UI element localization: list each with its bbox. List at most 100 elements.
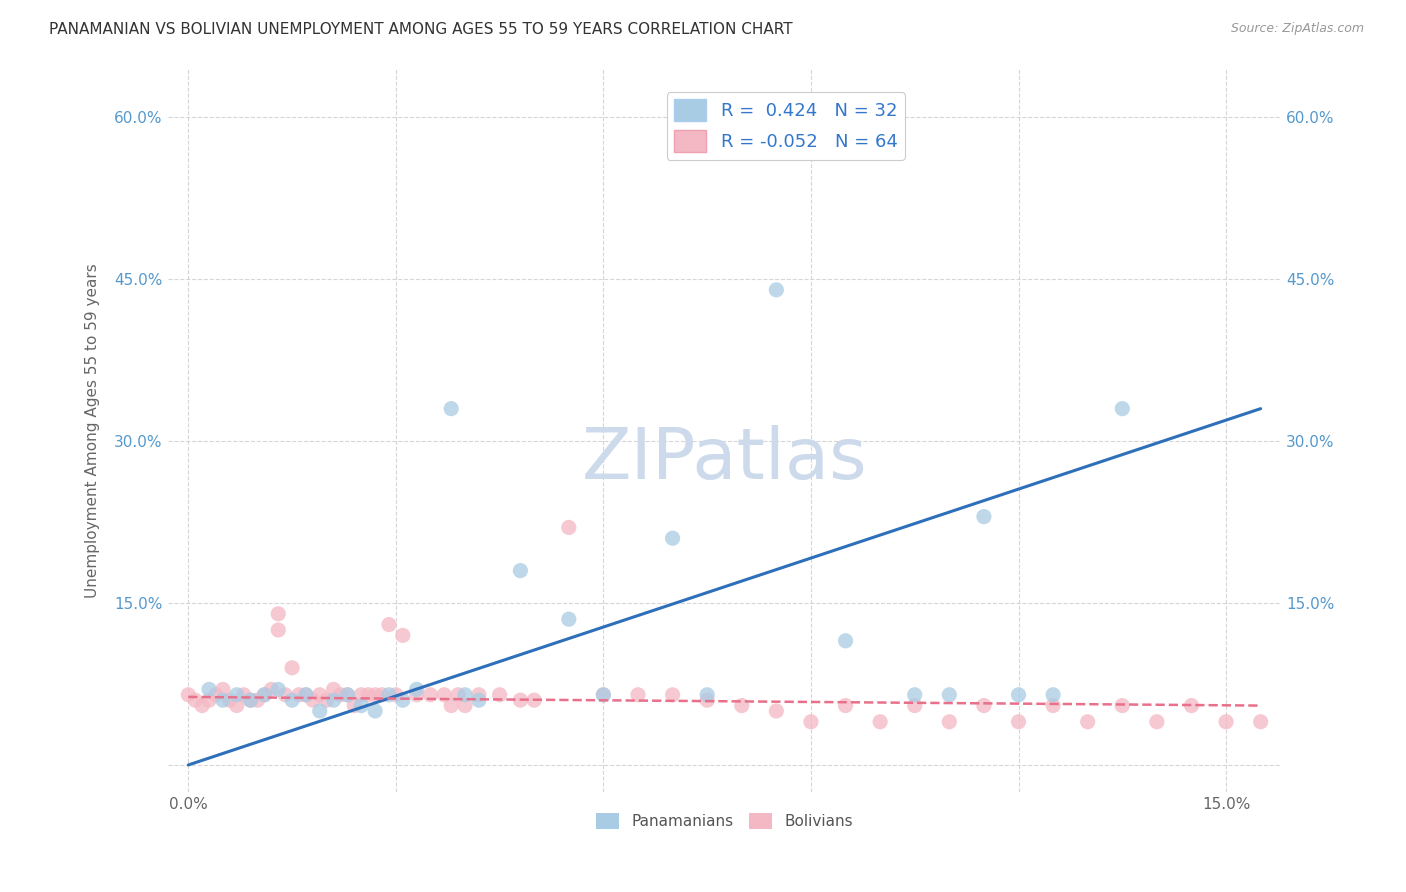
Point [385,688,408,702]
Point [177,688,200,702]
Point [558,612,581,626]
Point [212,682,235,697]
Point [1250,714,1272,729]
Point [419,688,441,702]
Point [1077,714,1099,729]
Point [765,283,787,297]
Point [267,682,290,697]
Point [834,633,856,648]
Point [391,628,413,642]
Point [405,688,427,702]
Point [509,564,531,578]
Point [225,688,247,702]
Point [592,688,614,702]
Point [239,693,262,707]
Point [1111,401,1133,416]
Point [592,688,614,702]
Text: ZIPatlas: ZIPatlas [582,425,868,493]
Point [433,688,456,702]
Point [232,688,254,702]
Point [246,693,269,707]
Point [308,704,330,718]
Point [301,693,323,707]
Point [357,688,380,702]
Point [205,688,228,702]
Point [973,698,995,713]
Point [440,698,463,713]
Point [322,693,344,707]
Legend: Panamanians, Bolivians: Panamanians, Bolivians [591,806,859,835]
Point [343,698,366,713]
Point [869,714,891,729]
Point [468,693,491,707]
Point [938,688,960,702]
Point [260,682,283,697]
Point [336,688,359,702]
Point [267,607,290,621]
Point [1042,688,1064,702]
Point [253,688,276,702]
Point [405,682,427,697]
Point [731,698,754,713]
Point [253,688,276,702]
Point [1007,714,1029,729]
Point [904,698,927,713]
Text: PANAMANIAN VS BOLIVIAN UNEMPLOYMENT AMONG AGES 55 TO 59 YEARS CORRELATION CHART: PANAMANIAN VS BOLIVIAN UNEMPLOYMENT AMON… [49,22,793,37]
Point [322,682,344,697]
Point [661,531,683,545]
Point [1111,698,1133,713]
Point [627,688,650,702]
Point [225,698,247,713]
Point [938,714,960,729]
Point [447,688,470,702]
Point [198,682,221,697]
Point [488,688,510,702]
Point [218,693,240,707]
Point [281,693,304,707]
Point [696,693,718,707]
Point [239,693,262,707]
Point [454,698,477,713]
Point [378,688,401,702]
Point [198,693,221,707]
Point [288,688,311,702]
Point [523,693,546,707]
Point [834,698,856,713]
Point [1042,698,1064,713]
Point [509,693,531,707]
Point [661,688,683,702]
Point [1215,714,1237,729]
Point [295,688,318,702]
Point [391,693,413,707]
Point [378,617,401,632]
Point [191,698,214,713]
Point [274,688,297,702]
Point [267,623,290,637]
Y-axis label: Unemployment Among Ages 55 to 59 years: Unemployment Among Ages 55 to 59 years [86,263,100,598]
Point [440,401,463,416]
Point [1007,688,1029,702]
Point [329,688,352,702]
Point [308,688,330,702]
Text: Source: ZipAtlas.com: Source: ZipAtlas.com [1230,22,1364,36]
Point [315,693,337,707]
Point [295,688,318,702]
Point [468,688,491,702]
Point [454,688,477,702]
Point [696,688,718,702]
Point [350,698,373,713]
Point [973,509,995,524]
Point [800,714,823,729]
Point [184,693,207,707]
Point [364,688,387,702]
Point [1180,698,1202,713]
Point [281,661,304,675]
Point [364,704,387,718]
Point [558,520,581,534]
Point [212,693,235,707]
Point [1146,714,1168,729]
Point [350,688,373,702]
Point [371,688,394,702]
Point [336,688,359,702]
Point [904,688,927,702]
